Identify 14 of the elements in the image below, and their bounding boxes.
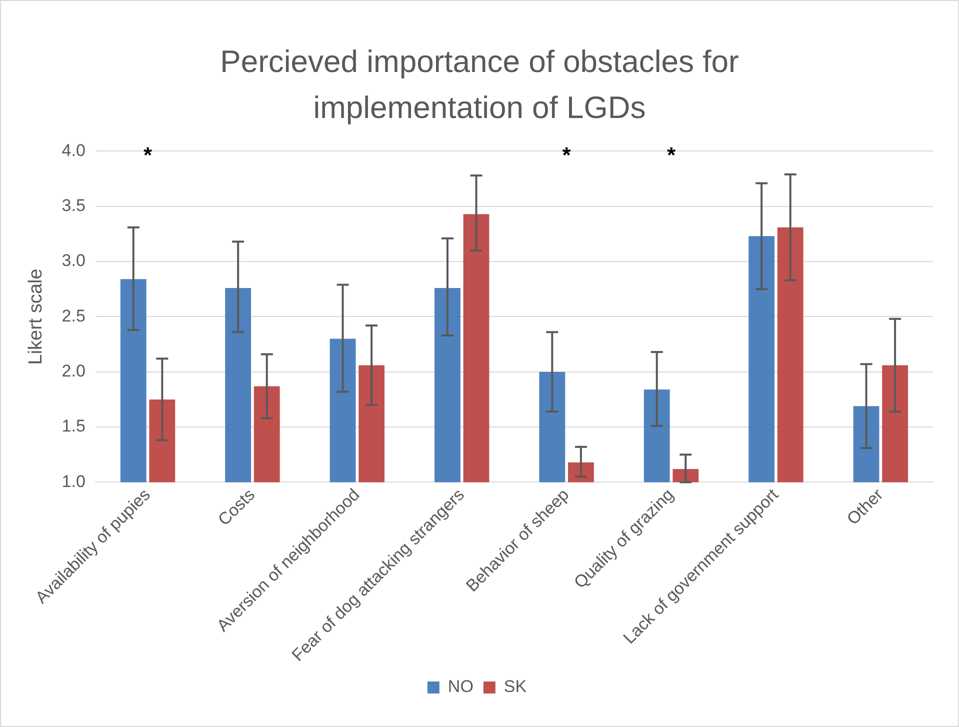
y-axis-title: Likert scale <box>26 268 47 365</box>
annotation: * <box>666 142 676 168</box>
y-tick-label: 4.0 <box>62 140 86 160</box>
y-tick-label: 3.0 <box>62 251 86 270</box>
legend-label: NO <box>448 677 474 696</box>
y-tick-label: 2.0 <box>62 362 86 381</box>
annotation: * <box>562 142 572 168</box>
y-tick-label: 2.5 <box>62 306 86 326</box>
y-tick-label: 1.5 <box>62 416 86 436</box>
y-tick-label: 3.5 <box>62 196 86 216</box>
chart-title: Percieved importance of obstacles for implementation of LGDs <box>219 43 740 127</box>
y-tick-label: 1.0 <box>62 472 86 491</box>
legend-label: SK <box>504 677 528 696</box>
annotation: * <box>144 142 152 168</box>
